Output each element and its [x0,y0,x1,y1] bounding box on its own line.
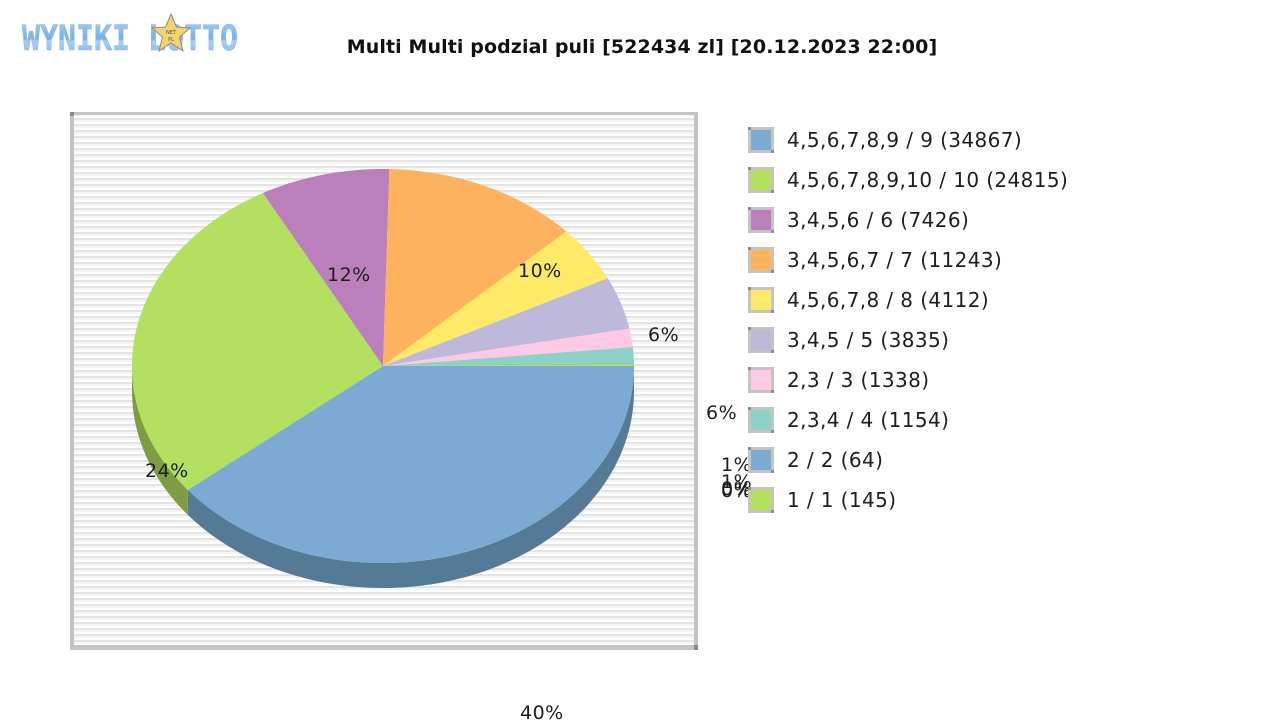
legend-label: 1 / 1 (145) [787,488,897,512]
legend-item: 3,4,5 / 5 (3835) [748,320,1068,360]
legend-label: 3,4,5,6 / 6 (7426) [787,208,970,232]
pie-slice [262,169,390,366]
legend-item: 1 / 1 (145) [748,480,1068,520]
legend-item: 3,4,5,6,7 / 7 (11243) [748,240,1068,280]
legend-label: 4,5,6,7,8,9 / 9 (34867) [787,128,1023,152]
slice-percent-label: 6% [706,402,738,424]
logo-graphic: WYNIKI LOTTO NET PL [22,12,238,59]
pie-slice [187,366,634,563]
pie-slice [383,363,634,366]
legend-item: 2,3 / 3 (1338) [748,360,1068,400]
pie-chart [70,112,698,650]
slice-percent-label: 6% [648,324,680,346]
legend-label: 4,5,6,7,8,9,10 / 10 (24815) [787,168,1069,192]
legend-swatch [748,287,774,313]
legend-swatch [748,167,774,193]
legend-swatch [748,327,774,353]
legend-item: 4,5,6,7,8 / 8 (4112) [748,280,1068,320]
pie-slice-side [132,366,188,515]
legend-swatch [748,407,774,433]
slice-percent-label: 0% [721,478,753,500]
svg-text:NET: NET [166,30,177,36]
pie-slice [383,363,634,366]
legend-swatch [748,367,774,393]
legend-label: 4,5,6,7,8 / 8 (4112) [787,288,990,312]
wyniki-lotto-logo[interactable]: WYNIKI LOTTO NET PL [20,12,242,59]
legend-item: 3,4,5,6 / 6 (7426) [748,200,1068,240]
slice-percent-label: 1% [721,454,753,476]
slice-percent-label: 0% [721,480,753,502]
pie-slice-side [187,366,634,588]
logo-text: WYNIKI LOTTO [22,19,238,58]
legend-label: 3,4,5,6,7 / 7 (11243) [787,248,1003,272]
legend-swatch [748,487,774,513]
pie-slice [383,278,630,366]
legend-swatch [748,127,774,153]
legend-swatch [748,207,774,233]
svg-text:PL: PL [168,37,174,43]
pie-slice [383,347,634,366]
legend-item: 2,3,4 / 4 (1154) [748,400,1068,440]
slice-percent-label: 12% [327,264,371,286]
slice-percent-label: 10% [518,260,562,282]
chart-title: Multi Multi podzial puli [522434 zl] [20… [346,36,938,58]
legend-label: 3,4,5 / 5 (3835) [787,328,950,352]
slice-percent-label: 24% [145,460,189,482]
legend-item: 4,5,6,7,8,9,10 / 10 (24815) [748,160,1068,200]
pie-slice [383,231,608,366]
legend-item: 2 / 2 (64) [748,440,1068,480]
legend-swatch [748,447,774,473]
pie-slice [132,193,383,490]
pie-chart-plot: 40% 24% 12% 10% 6% 6% 1% 1% 0% 0% [70,112,752,724]
slice-percent-label: 1% [721,471,753,493]
slice-percent-label: 40% [520,702,564,724]
pie-slice [383,328,633,366]
legend-label: 2,3,4 / 4 (1154) [787,408,950,432]
legend-label: 2 / 2 (64) [787,448,884,472]
legend-swatch [748,247,774,273]
star-icon: NET PL [150,12,192,53]
legend-label: 2,3 / 3 (1338) [787,368,930,392]
pie-slice [383,169,567,366]
legend-item: 4,5,6,7,8,9 / 9 (34867) [748,120,1068,160]
chart-legend: 4,5,6,7,8,9 / 9 (34867) 4,5,6,7,8,9,10 / … [748,120,1068,520]
